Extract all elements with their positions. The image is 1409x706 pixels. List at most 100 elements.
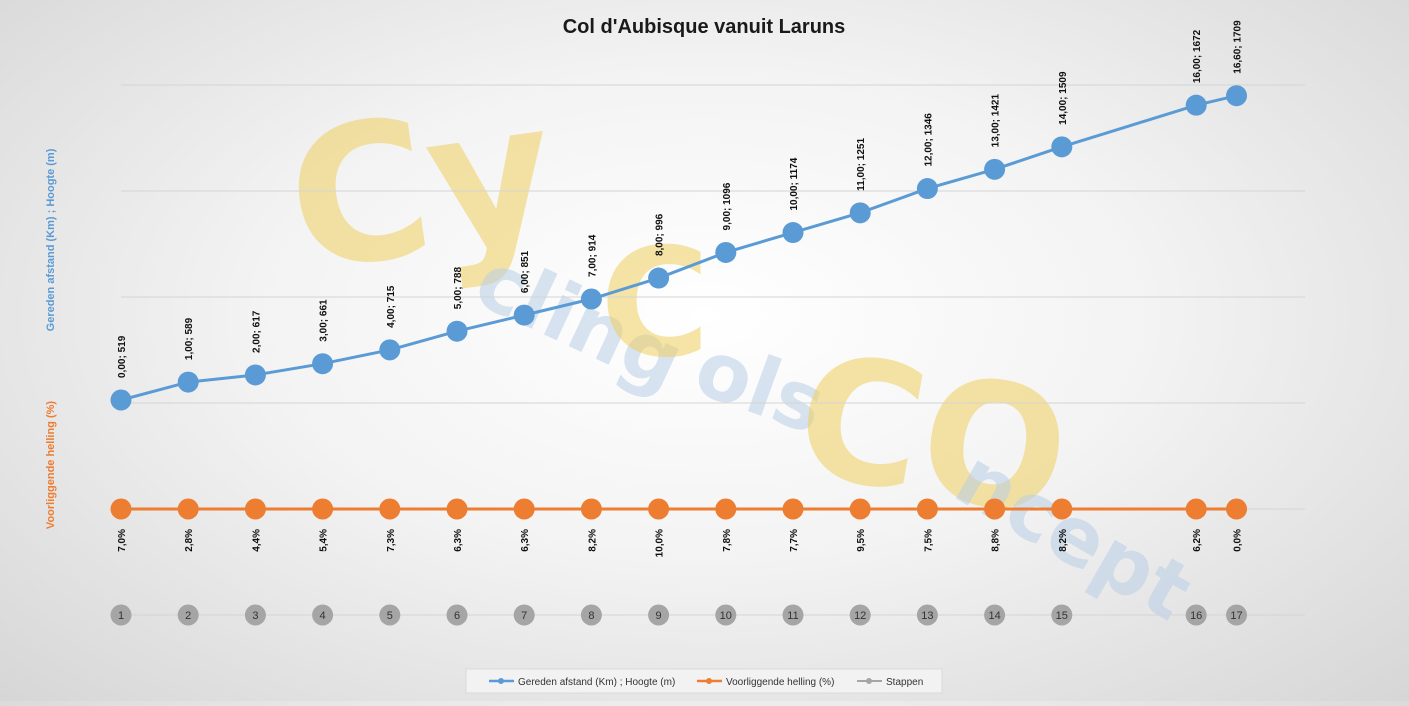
step-label: 14 <box>988 610 1000 622</box>
height-data-label: 9,00; 1096 <box>722 182 733 230</box>
height-point <box>513 304 535 326</box>
step-point <box>984 604 1006 626</box>
height-point <box>312 353 334 375</box>
slope-data-label: 8,2% <box>587 529 598 552</box>
y-axis-label-height: Gereden afstand (Km) ; Hoogte (m) <box>45 148 57 331</box>
step-point <box>513 604 535 626</box>
height-point <box>177 371 199 393</box>
slope-data-label: 7,3% <box>386 529 397 552</box>
slope-data-label: 7,0% <box>117 529 128 552</box>
slope-data-label: 9,5% <box>856 529 867 552</box>
height-data-label: 1,00; 589 <box>184 317 195 360</box>
watermark-fragment: Cy <box>276 59 567 314</box>
height-data-label: 16,60; 1709 <box>1233 20 1244 74</box>
legend-label-steps: Stappen <box>886 677 923 688</box>
y-axis-label-slope: Voorliggende helling (%) <box>45 401 57 529</box>
slope-point <box>244 498 266 520</box>
step-label: 9 <box>656 610 662 622</box>
height-data-label: 8,00; 996 <box>655 213 666 256</box>
slope-data-label: 7,5% <box>923 529 934 552</box>
step-point <box>244 604 266 626</box>
height-point <box>379 339 401 361</box>
step-label: 12 <box>854 610 866 622</box>
step-label: 10 <box>720 610 732 622</box>
slope-point <box>446 498 468 520</box>
step-label: 16 <box>1190 610 1202 622</box>
step-point <box>446 604 468 626</box>
height-point <box>984 158 1006 180</box>
step-label: 5 <box>387 610 393 622</box>
slope-point <box>110 498 132 520</box>
watermark-fragment: C <box>600 217 710 391</box>
height-data-label: 12,00; 1346 <box>923 113 934 167</box>
step-label: 3 <box>252 610 258 622</box>
slope-point <box>1226 498 1248 520</box>
height-point <box>446 320 468 342</box>
step-label: 6 <box>454 610 460 622</box>
step-point <box>782 604 804 626</box>
step-point <box>580 604 602 626</box>
height-point <box>916 178 938 200</box>
height-point <box>1185 94 1207 116</box>
slope-point <box>849 498 871 520</box>
height-data-label: 3,00; 661 <box>319 299 330 342</box>
height-point <box>244 364 266 386</box>
slope-point <box>916 498 938 520</box>
step-label: 1 <box>118 610 124 622</box>
step-label: 7 <box>521 610 527 622</box>
slope-point <box>648 498 670 520</box>
height-data-label: 2,00; 617 <box>251 310 262 353</box>
slope-data-label: 7,7% <box>789 529 800 552</box>
step-point <box>1185 604 1207 626</box>
step-point <box>849 604 871 626</box>
legend-marker-slope <box>706 678 712 684</box>
step-point <box>648 604 670 626</box>
height-data-label: 6,00; 851 <box>520 250 531 293</box>
height-point <box>849 202 871 224</box>
slope-data-label: 6,3% <box>520 529 531 552</box>
slope-data-label: 10,0% <box>655 529 666 557</box>
height-point <box>1051 136 1073 158</box>
slope-data-label: 2,8% <box>184 529 195 552</box>
height-point <box>648 267 670 289</box>
legend-label-slope: Voorliggende helling (%) <box>726 677 834 688</box>
slope-data-label: 4,4% <box>251 529 262 552</box>
legend-marker-steps <box>866 678 872 684</box>
legend-marker-height <box>498 678 504 684</box>
step-label: 13 <box>921 610 933 622</box>
step-point <box>177 604 199 626</box>
height-data-label: 16,00; 1672 <box>1192 29 1203 83</box>
chart-title: Col d'Aubisque vanuit Laruns <box>563 16 846 38</box>
step-point <box>916 604 938 626</box>
step-label: 4 <box>320 610 326 622</box>
slope-data-label: 7,8% <box>722 529 733 552</box>
slope-point <box>177 498 199 520</box>
height-data-label: 5,00; 788 <box>453 267 464 310</box>
height-data-label: 13,00; 1421 <box>991 94 1002 148</box>
height-data-label: 7,00; 914 <box>587 234 598 277</box>
slope-data-label: 6,3% <box>453 529 464 552</box>
height-point <box>580 288 602 310</box>
slope-point <box>715 498 737 520</box>
step-point <box>110 604 132 626</box>
slope-point <box>513 498 535 520</box>
height-data-label: 4,00; 715 <box>386 285 397 328</box>
height-point <box>715 241 737 263</box>
step-point <box>379 604 401 626</box>
legend: Gereden afstand (Km) ; Hoogte (m) Voorli… <box>465 668 943 694</box>
height-data-label: 0,00; 519 <box>117 335 128 378</box>
slope-point <box>782 498 804 520</box>
height-data-label: 11,00; 1251 <box>856 138 867 191</box>
slope-point <box>1185 498 1207 520</box>
series-layer: 0,00; 519 7,0% 1 1,00; 589 2,8% 2 2,00; 617 4,4… <box>110 20 1248 626</box>
slope-data-label: 5,4% <box>319 529 330 552</box>
slope-point <box>379 498 401 520</box>
slope-data-label: 8,2% <box>1058 529 1069 552</box>
height-point <box>1226 85 1248 107</box>
step-label: 11 <box>787 610 798 622</box>
step-label: 8 <box>588 610 594 622</box>
slope-point <box>312 498 334 520</box>
step-label: 2 <box>185 610 191 622</box>
step-label: 17 <box>1230 610 1242 622</box>
